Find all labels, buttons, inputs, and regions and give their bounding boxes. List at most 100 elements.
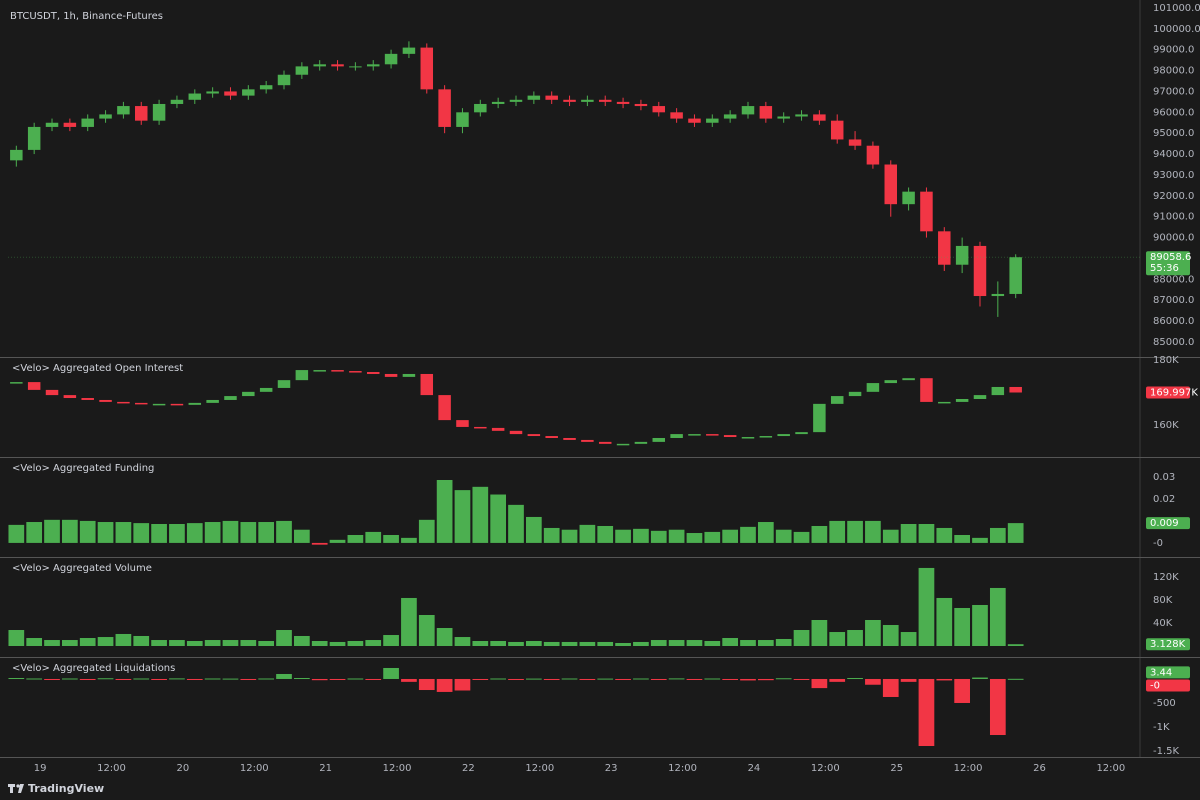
bar — [418, 678, 435, 691]
bar — [311, 678, 328, 681]
bar — [151, 524, 167, 543]
x-tick-label: 19 — [34, 763, 47, 774]
oi-candle — [27, 382, 41, 390]
oi-candle — [117, 401, 130, 404]
y-tick-label: 96000.0 — [1153, 107, 1194, 118]
y-tick-label: -0 — [1153, 538, 1163, 549]
bar — [204, 522, 221, 543]
bar — [365, 678, 382, 680]
y-tick-label: 85000.0 — [1153, 337, 1194, 348]
value-tag — [1146, 517, 1190, 530]
candle-body — [741, 106, 755, 115]
y-tick-label: 180K — [1153, 355, 1179, 366]
oi-candle — [670, 434, 683, 438]
bar — [847, 678, 863, 680]
bar — [294, 529, 310, 543]
oi-candle — [509, 430, 523, 435]
candle-body — [902, 191, 915, 205]
x-tick-label: 24 — [748, 763, 761, 774]
y-tick-label: 160K — [1153, 420, 1179, 431]
bar — [401, 537, 417, 543]
bar — [918, 567, 935, 646]
bar — [775, 678, 792, 680]
bar — [686, 678, 703, 680]
bar — [633, 678, 649, 680]
bar — [44, 640, 60, 646]
bar — [8, 524, 25, 543]
candle-body — [866, 145, 880, 165]
oi-candle — [795, 432, 808, 435]
oi-candle — [206, 399, 219, 403]
candle-body — [277, 74, 291, 86]
candle-body — [224, 91, 237, 96]
bar — [151, 640, 167, 646]
oi-candle — [366, 372, 380, 374]
bar — [882, 678, 899, 697]
candle-body — [616, 101, 630, 104]
y-tick-label: 120K — [1153, 572, 1179, 583]
y-tick-label: 80K — [1153, 595, 1173, 606]
bar — [258, 522, 275, 543]
bar — [633, 528, 649, 543]
oi-candle — [277, 380, 291, 388]
oi-candle — [866, 383, 880, 392]
candle-body — [259, 85, 273, 90]
oi-candle — [402, 373, 416, 377]
bar — [151, 678, 167, 680]
bar — [186, 640, 203, 646]
bar — [722, 638, 739, 646]
bar — [597, 641, 614, 646]
bar — [668, 678, 685, 680]
bar — [418, 519, 435, 543]
bar — [597, 525, 614, 543]
bar — [276, 673, 292, 679]
bar — [383, 635, 399, 646]
oi-candle — [991, 386, 1005, 396]
bar — [186, 523, 203, 543]
value-tag — [1146, 679, 1190, 692]
y-tick-label: 94000.0 — [1153, 149, 1194, 160]
x-tick-label: 23 — [605, 763, 618, 774]
y-tick-label: 86000.0 — [1153, 316, 1194, 327]
candle-body — [63, 122, 77, 127]
bar — [133, 678, 150, 680]
bar — [383, 667, 399, 679]
bar — [472, 678, 489, 680]
oi-candle — [63, 395, 77, 399]
value-tag — [1146, 638, 1190, 651]
oi-candle — [242, 391, 255, 397]
oi-candle — [259, 387, 273, 392]
candle-body — [349, 66, 362, 68]
value-tag-label: 3.44 — [1150, 667, 1172, 678]
candle-body — [474, 103, 487, 113]
bar — [329, 641, 346, 646]
oi-candle — [224, 396, 237, 400]
bar — [240, 640, 257, 646]
bar — [989, 527, 1006, 543]
bar — [133, 523, 150, 543]
candle-body — [509, 99, 523, 102]
bar — [525, 640, 542, 646]
bar — [204, 640, 221, 646]
y-tick-label: 97000.0 — [1153, 86, 1194, 97]
candle-body — [955, 245, 969, 265]
y-tick-label: -1.5K — [1153, 746, 1180, 757]
bar — [972, 604, 988, 646]
bar — [811, 525, 828, 543]
bar — [26, 522, 43, 543]
oi-candle — [581, 439, 594, 442]
pane-title: <Velo> Aggregated Funding — [12, 463, 154, 474]
bar — [62, 640, 78, 646]
bar — [865, 620, 881, 646]
bar — [561, 529, 578, 543]
bar — [775, 529, 792, 543]
x-tick-label: 12:00 — [383, 763, 412, 774]
bar — [525, 516, 542, 543]
candle-body — [688, 118, 701, 123]
candle-body — [10, 149, 23, 161]
oi-candle — [973, 395, 987, 399]
candle-body — [313, 64, 326, 67]
bar — [62, 519, 78, 543]
candle-body — [777, 116, 790, 119]
bar — [222, 520, 239, 543]
